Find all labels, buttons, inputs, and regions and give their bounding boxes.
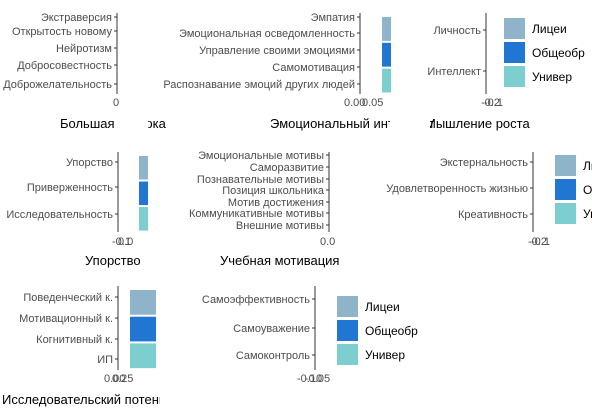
legend-label: Универ bbox=[583, 207, 592, 221]
bar-Общеобр bbox=[382, 43, 391, 67]
category-label: Экстраверсия bbox=[41, 12, 112, 24]
x-tick-label: 0.05 bbox=[362, 97, 383, 109]
category-label: Мотивационный к. bbox=[19, 313, 113, 325]
category-label: Распознавание эмоций других людей bbox=[163, 79, 355, 91]
chart-panel-1: Экстраверсия Открытость новому Нейротизм До… bbox=[3, 12, 166, 131]
category-label: Добросовестность bbox=[17, 60, 112, 72]
category-label: Эмоциональные мотивы bbox=[198, 150, 324, 162]
chart-title: Большая пятёрка bbox=[60, 116, 167, 131]
legend-label: Общеобр bbox=[583, 183, 592, 197]
category-label: Приверженность bbox=[27, 182, 113, 194]
legend-swatch bbox=[337, 296, 358, 317]
chart-panel-2: Эмпатия Эмоциональная осведомленность Упра… bbox=[163, 12, 434, 131]
chart-title: Мышление роста bbox=[425, 116, 530, 131]
bar-Универ bbox=[382, 69, 391, 93]
category-label: Эмоциональная осведомленность bbox=[179, 28, 355, 40]
x-tick-label: 0.25 bbox=[112, 373, 133, 385]
category-label: Внешние мотивы bbox=[236, 220, 324, 232]
legend-label: Лицеи bbox=[365, 300, 400, 314]
bar-Лицеи bbox=[130, 290, 156, 315]
crop-mask bbox=[148, 252, 218, 272]
chart-title: Учебная мотивация bbox=[220, 253, 339, 268]
chart-title: Упорство bbox=[85, 253, 141, 268]
legend-swatch bbox=[504, 18, 525, 39]
category-label: Самоэффективность bbox=[202, 294, 310, 306]
category-label: Интеллект bbox=[427, 66, 481, 78]
x-tick-label: 0 bbox=[113, 97, 119, 109]
category-label: Эмпатия bbox=[311, 12, 355, 24]
legend-label: Универ bbox=[532, 70, 572, 84]
category-label: Самоуважение bbox=[233, 323, 310, 335]
chart-panel-4: Упорство Приверженность Исследовательность… bbox=[6, 152, 148, 268]
legend-swatch bbox=[555, 179, 576, 200]
category-label: Нейротизм bbox=[56, 43, 112, 55]
chart-panel-6: Экстернальность Удовлетворенность жизнью К… bbox=[386, 152, 592, 248]
legend-label: Общеобр bbox=[532, 46, 585, 60]
x-tick-label: -0.1 bbox=[531, 236, 550, 248]
category-label: Когнитивный к. bbox=[36, 334, 113, 346]
bar-Общеобр bbox=[139, 182, 148, 206]
category-label: Доброжелательность bbox=[3, 79, 112, 91]
x-tick-label: -0.05 bbox=[305, 373, 330, 385]
bar-Лицеи bbox=[382, 17, 391, 41]
category-label: Поведенческий к. bbox=[23, 292, 113, 304]
chart-panel-7: Поведенческий к. Мотивационный к. Когнитив… bbox=[2, 286, 188, 407]
category-label: Экстернальность bbox=[440, 157, 529, 169]
category-label: Позиция школьника bbox=[222, 185, 325, 197]
crop-mask bbox=[340, 252, 480, 272]
bar-Общеобр bbox=[130, 317, 156, 342]
legend-label: Общеобр bbox=[365, 324, 418, 338]
crop-mask bbox=[118, 114, 148, 134]
legend-swatch bbox=[337, 320, 358, 341]
category-label: Открытость новому bbox=[12, 26, 113, 38]
bar-Универ bbox=[139, 207, 148, 231]
legend-swatch bbox=[337, 344, 358, 365]
category-label: ИП bbox=[97, 354, 113, 366]
x-tick-label: 0.0 bbox=[118, 236, 133, 248]
bar-Универ bbox=[130, 343, 156, 368]
x-tick-label: -0.1 bbox=[484, 97, 503, 109]
category-label: Самомотивация bbox=[272, 62, 355, 74]
category-label: Коммуникативные мотивы bbox=[189, 208, 324, 220]
chart-panel-8: Самоэффективность Самоуважение Самоконтрол… bbox=[202, 286, 418, 385]
legend-swatch bbox=[504, 42, 525, 63]
legend-label: Лицеи bbox=[583, 159, 592, 173]
legend-label: Универ bbox=[365, 348, 405, 362]
legend-label: Лицеи bbox=[532, 22, 567, 36]
category-label: Упорство bbox=[66, 157, 113, 169]
category-label: Креативность bbox=[458, 209, 528, 221]
category-label: Управление своими эмоциями bbox=[199, 45, 355, 57]
x-tick-label: 0.0 bbox=[320, 236, 335, 248]
legend-swatch bbox=[555, 155, 576, 176]
crop-mask bbox=[160, 392, 200, 412]
category-label: Саморазвитие bbox=[250, 162, 324, 174]
legend-swatch bbox=[504, 66, 525, 87]
chart-panel-5: Эмоциональные мотивыСаморазвитиеПознават… bbox=[189, 150, 339, 268]
category-label: Удовлетворенность жизнью bbox=[386, 183, 528, 195]
category-label: Личность bbox=[433, 25, 481, 37]
bar-Лицеи bbox=[139, 156, 148, 180]
category-label: Исследовательность bbox=[6, 209, 113, 221]
category-label: Самоконтроль bbox=[236, 350, 310, 362]
legend-swatch bbox=[555, 203, 576, 224]
crop-mask bbox=[390, 114, 430, 134]
